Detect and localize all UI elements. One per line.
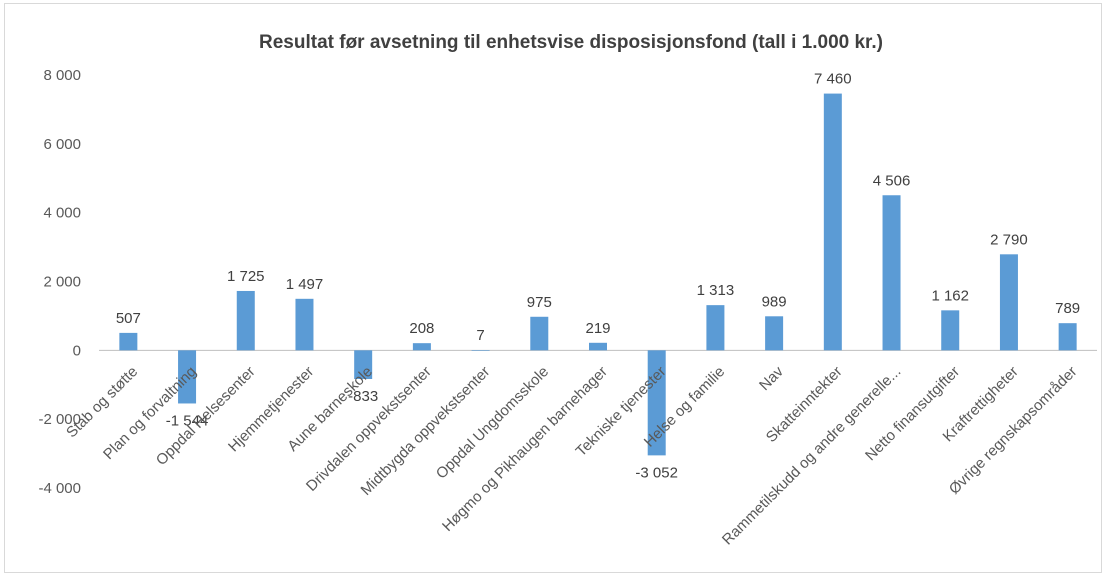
data-label: 789 (1055, 300, 1080, 317)
bar (882, 195, 901, 351)
bar (236, 290, 255, 351)
bar (589, 342, 607, 351)
data-label: -3 052 (635, 464, 678, 481)
data-label: 4 506 (873, 172, 911, 189)
y-tick-label: 8 000 (43, 67, 81, 84)
data-label: 1 162 (931, 287, 969, 304)
y-tick-label: -4 000 (38, 480, 81, 497)
data-label: 1 497 (286, 276, 324, 293)
chart-title: Resultat før avsetning til enhetsvise di… (259, 32, 883, 53)
data-label: -1 544 (166, 412, 209, 429)
data-label: 2 790 (990, 231, 1028, 248)
data-label: 989 (762, 293, 787, 310)
bar (354, 350, 373, 380)
y-tick-label: 2 000 (43, 274, 81, 291)
bar (823, 93, 842, 351)
data-label: 7 (476, 327, 484, 344)
data-label: 1 313 (697, 282, 735, 299)
data-labels: 507 -1 544 1 725 1 497 -833 208 7 975 219 -3 052 1… (116, 71, 1080, 482)
data-label: 507 (116, 310, 141, 327)
bar (765, 316, 784, 351)
bar (647, 350, 666, 456)
y-tick-label: -2 000 (38, 411, 81, 428)
bar (530, 316, 549, 351)
bar (941, 310, 960, 351)
data-label: 208 (409, 320, 434, 337)
data-label: -833 (348, 388, 378, 405)
bar (999, 254, 1018, 351)
y-tick-label: 4 000 (43, 205, 81, 222)
bar (295, 298, 314, 351)
bars (119, 93, 1077, 456)
y-tick-label: 6 000 (43, 136, 81, 153)
x-tick-label: Oppdal Ungdomsskole (433, 363, 552, 482)
bar (471, 350, 490, 351)
bar (412, 343, 431, 351)
bar (178, 350, 197, 404)
y-tick-label: 0 (73, 342, 81, 359)
data-label: 1 725 (227, 268, 265, 285)
data-label: 219 (585, 320, 610, 337)
x-tick-label: Nav (756, 363, 787, 394)
bar-chart: Resultat før avsetning til enhetsvise di… (38, 32, 1097, 549)
data-label: 7 460 (814, 71, 852, 88)
bar (1058, 323, 1077, 351)
data-label: 975 (527, 294, 552, 311)
bar (119, 332, 138, 351)
chart-frame: Resultat før avsetning til enhetsvise di… (4, 3, 1102, 573)
bar (706, 305, 725, 351)
